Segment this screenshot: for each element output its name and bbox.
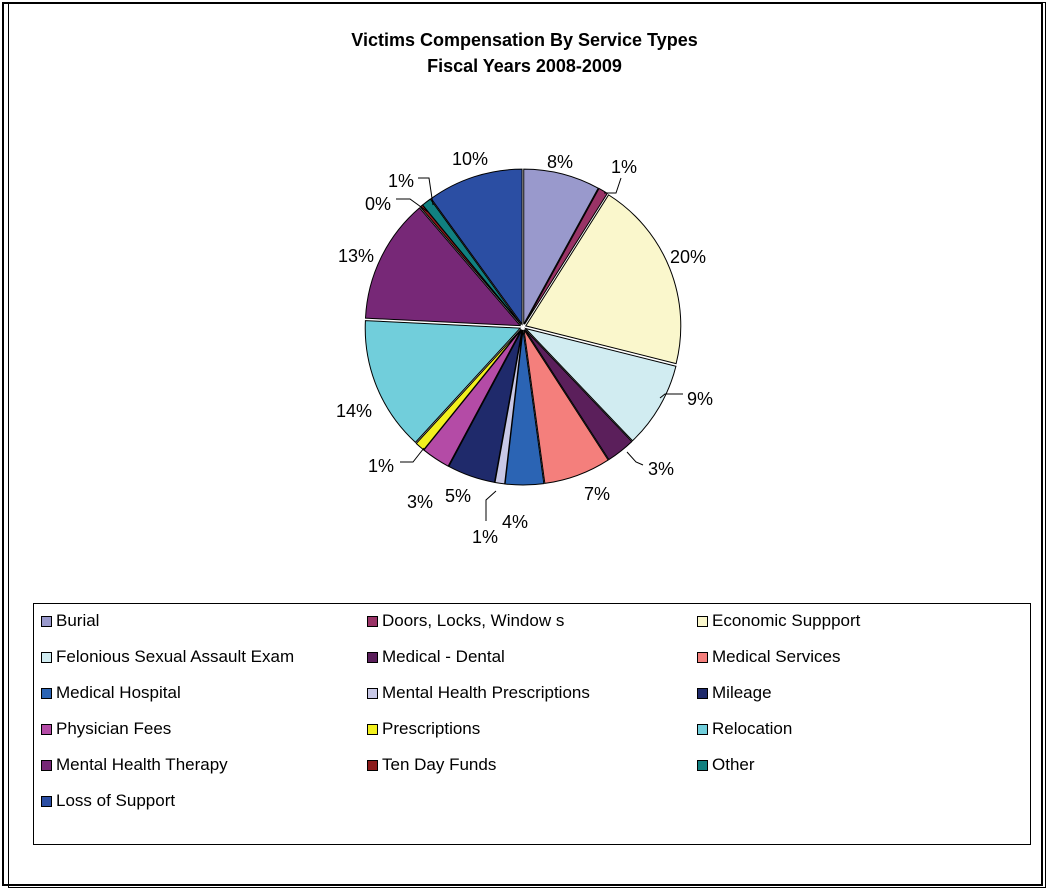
- leader-line-felonious-sexual-assault-exam: [659, 393, 683, 399]
- data-label-doors-locks-window-s: 1%: [611, 157, 637, 177]
- legend-swatch: [697, 615, 708, 627]
- data-label-relocation: 14%: [336, 401, 372, 421]
- legend-label: Medical - Dental: [382, 647, 505, 666]
- legend-item-physician-fees: Physician Fees: [41, 719, 171, 739]
- chart-inner-border: [8, 2, 1046, 888]
- legend-swatch: [367, 651, 378, 663]
- legend-label: Economic Suppport: [712, 611, 861, 630]
- data-label-burial: 8%: [547, 152, 573, 172]
- legend-label: Mileage: [712, 683, 772, 702]
- legend-swatch: [697, 723, 708, 735]
- data-label-medical-dental: 3%: [648, 459, 674, 479]
- legend-label: Relocation: [712, 719, 793, 738]
- legend-label: Prescriptions: [382, 719, 481, 738]
- leader-line-doors-locks-window-s: [604, 177, 622, 194]
- leader-line-medical-dental: [626, 451, 644, 466]
- legend-item-ten-day-funds: Ten Day Funds: [367, 755, 496, 775]
- legend-label: Burial: [56, 611, 100, 630]
- data-label-physician-fees: 3%: [407, 492, 433, 512]
- pie-slice-other: [421, 198, 522, 325]
- data-label-ten-day-funds: 0%: [365, 194, 391, 214]
- legend-label: Doors, Locks, Window s: [382, 611, 565, 630]
- legend-item-mileage: Mileage: [697, 683, 772, 703]
- data-label-other: 1%: [388, 171, 414, 191]
- pie-slice-mental-health-prescriptions: [494, 329, 524, 485]
- legend-swatch: [367, 723, 378, 735]
- leader-line-prescriptions: [400, 447, 425, 463]
- pie-chart: 8% 1%20%9%3%7%4%1%5%3%1%14%13%0%1%10%: [336, 149, 713, 547]
- legend-swatch: [41, 615, 52, 627]
- leader-line-other: [418, 177, 434, 206]
- legend-swatch: [367, 615, 378, 627]
- legend-label: Physician Fees: [56, 719, 172, 738]
- data-label-medical-services: 7%: [584, 484, 610, 504]
- legend-label: Loss of Support: [56, 791, 176, 810]
- legend-swatch: [41, 651, 52, 663]
- legend-swatch: [367, 759, 378, 771]
- legend-label: Felonious Sexual Assault Exam: [56, 647, 295, 666]
- legend-label: Mental Health Prescriptions: [382, 683, 590, 702]
- pie-slice-loss-of-support: [430, 168, 523, 326]
- legend-label: Medical Hospital: [56, 683, 181, 702]
- data-label-mileage: 5%: [445, 486, 471, 506]
- pie-slice-relocation: [364, 320, 522, 444]
- leader-line-ten-day-funds: [396, 198, 429, 213]
- legend-item-medical-services: Medical Services: [697, 647, 841, 667]
- data-label-prescriptions: 1%: [368, 456, 394, 476]
- legend-item-other: Other: [697, 755, 755, 775]
- data-label-medical-hospital: 4%: [502, 512, 528, 532]
- legend-swatch: [697, 651, 708, 663]
- legend-swatch: [41, 759, 52, 771]
- legend-item-prescriptions: Prescriptions: [367, 719, 480, 739]
- legend-item-loss-of-support: Loss of Support: [41, 791, 175, 811]
- chart-title: Victims Compensation By Service Types: [351, 30, 698, 50]
- leader-line-mental-health-prescriptions: [485, 490, 497, 521]
- legend-item-economic-suppport: Economic Suppport: [697, 611, 860, 631]
- legend-swatch: [367, 687, 378, 699]
- pie-slice-mileage: [448, 329, 523, 483]
- legend-item-medical-hospital: Medical Hospital: [41, 683, 181, 703]
- legend-item-relocation: Relocation: [697, 719, 792, 739]
- pie-slice-burial: [523, 168, 599, 325]
- data-label-felonious-sexual-assault-exam: 9%: [687, 389, 713, 409]
- legend-label: Mental Health Therapy: [56, 755, 228, 774]
- legend-swatch: [41, 795, 52, 807]
- legend-label: Other: [712, 755, 755, 774]
- legend-swatch: [697, 687, 708, 699]
- legend-swatch: [41, 723, 52, 735]
- legend-item-medical-dental: Medical - Dental: [367, 647, 505, 667]
- pie-slice-prescriptions: [415, 328, 522, 451]
- legend-item-mental-health-therapy: Mental Health Therapy: [41, 755, 228, 775]
- legend-swatch: [697, 759, 708, 771]
- pie-slice-felonious-sexual-assault-exam: [524, 327, 677, 442]
- pie-slice-economic-suppport: [524, 194, 682, 365]
- legend-item-felonious-sexual-assault-exam: Felonious Sexual Assault Exam: [41, 647, 294, 667]
- legend-item-mental-health-prescriptions: Mental Health Prescriptions: [367, 683, 590, 703]
- legend-swatch: [41, 687, 52, 699]
- data-label-economic-suppport: 20%: [670, 247, 706, 267]
- legend-item-burial: Burial: [41, 611, 99, 631]
- data-label-mental-health-prescriptions: 1%: [472, 527, 498, 547]
- legend-item-doors-locks-window-s: Doors, Locks, Window s: [367, 611, 564, 631]
- legend-label: Medical Services: [712, 647, 841, 666]
- pie-slice-medical-services: [523, 329, 609, 484]
- data-label-loss-of-support: 10%: [452, 149, 488, 169]
- pie-slice-mental-health-therapy: [364, 207, 522, 327]
- chart-legend: Burial Doors, Locks, Window s Economic Sup…: [33, 603, 1031, 845]
- pie-slice-medical-dental: [524, 329, 633, 461]
- legend-label: Ten Day Funds: [382, 755, 497, 774]
- data-label-mental-health-therapy: 13%: [338, 246, 374, 266]
- chart-subtitle: Fiscal Years 2008-2009: [427, 56, 622, 76]
